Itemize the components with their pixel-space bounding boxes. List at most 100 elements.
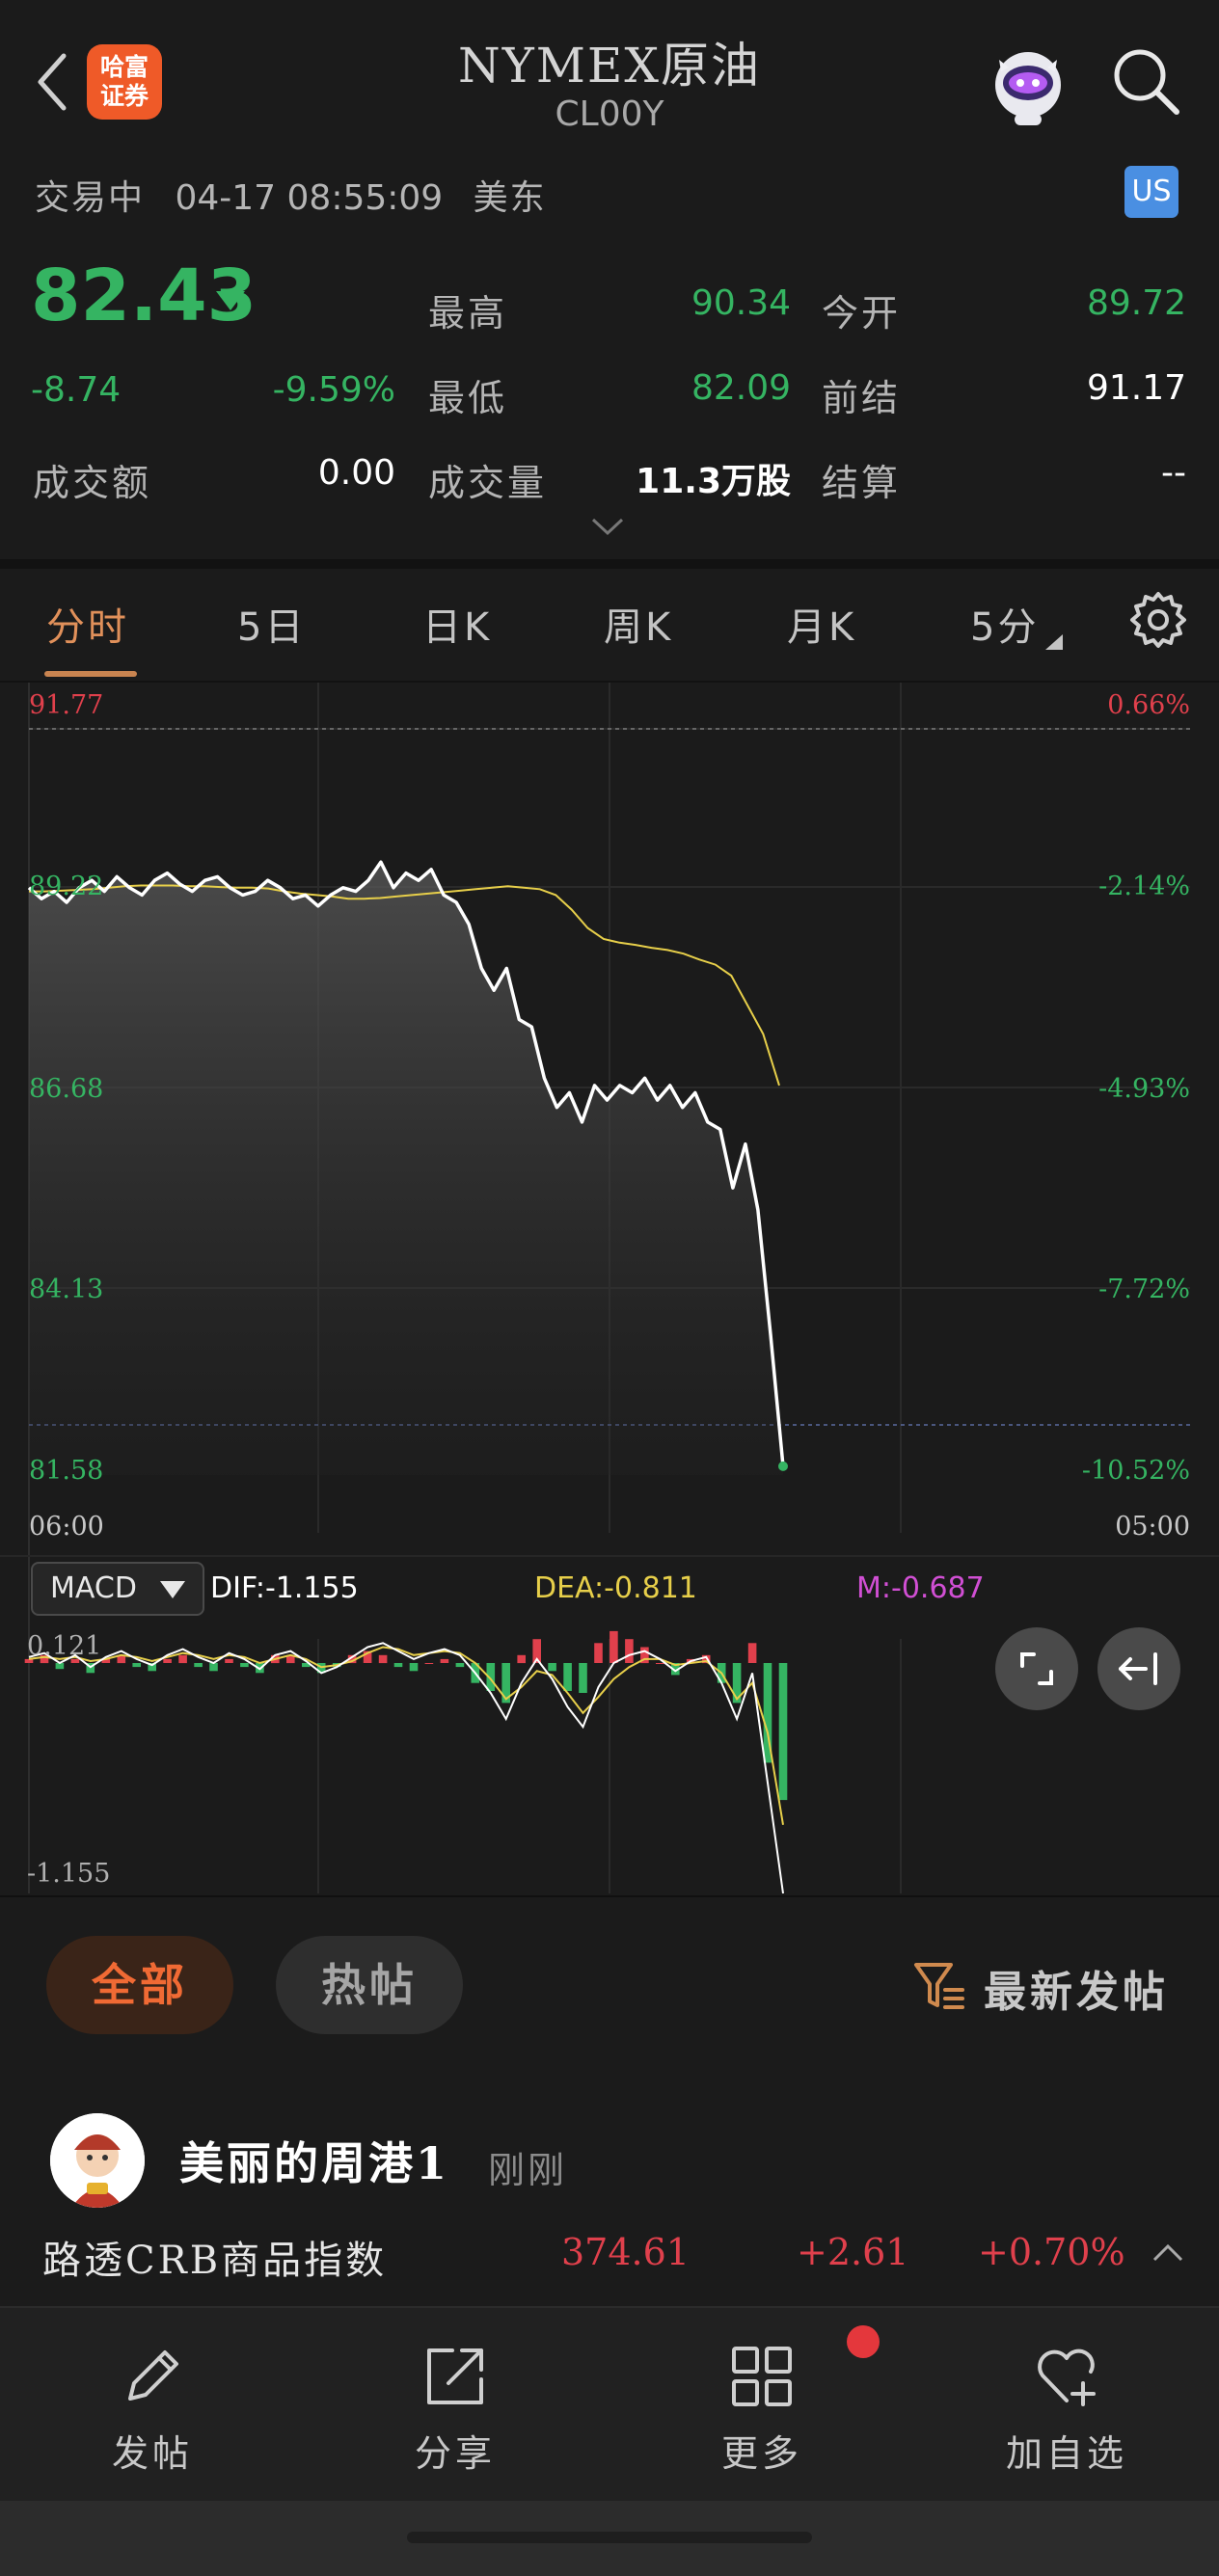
macd-bar xyxy=(393,1663,403,1668)
macd-bar xyxy=(671,1663,680,1676)
macd-bar xyxy=(24,1658,34,1663)
status-timezone: 美东 xyxy=(473,178,547,218)
share-icon xyxy=(427,2348,483,2404)
price-area xyxy=(29,862,783,1475)
settle-value: -- xyxy=(1161,453,1186,493)
macd-bar xyxy=(363,1650,372,1663)
tab-hot-posts[interactable]: 热帖 xyxy=(276,1936,463,2034)
y-tick-right: -7.72% xyxy=(1098,1275,1190,1304)
indicator-select[interactable]: MACD xyxy=(31,1562,204,1616)
ticker-change-pct: +0.70% xyxy=(978,2231,1125,2273)
macd-bar xyxy=(55,1663,65,1670)
home-indicator[interactable] xyxy=(407,2532,812,2543)
avatar-image xyxy=(50,2113,145,2208)
watchlist-label: 加自选 xyxy=(1005,2432,1127,2475)
status-datetime: 04-17 08:55:09 xyxy=(175,178,444,218)
low-value: 82.09 xyxy=(691,368,791,408)
macd-bar xyxy=(424,1663,434,1664)
low-label: 最低 xyxy=(428,377,508,419)
assistant-robot-icon[interactable] xyxy=(982,39,1074,131)
macd-bar xyxy=(409,1663,419,1672)
settle-label: 结算 xyxy=(822,462,902,504)
macd-bar xyxy=(501,1663,510,1704)
dea-line xyxy=(28,1646,784,1825)
page-title: NYMEX原油 xyxy=(457,38,762,94)
macd-bar xyxy=(517,1654,526,1664)
macd-bar xyxy=(240,1663,249,1668)
macd-bar xyxy=(194,1663,203,1668)
x-tick-end: 05:00 xyxy=(1115,1512,1190,1542)
macd-bar xyxy=(440,1658,449,1663)
macd-bar xyxy=(532,1639,541,1663)
price-line xyxy=(27,860,785,1467)
post-time: 刚刚 xyxy=(488,2149,568,2191)
open-value: 89.72 xyxy=(1086,283,1186,323)
share-button[interactable]: 分享 xyxy=(359,2306,552,2501)
tab-monthly-k[interactable]: 月K xyxy=(787,605,857,650)
macd-y-bottom: -1.155 xyxy=(27,1859,111,1889)
macd-bar xyxy=(563,1663,572,1691)
share-label: 分享 xyxy=(414,2432,496,2475)
add-watchlist-button[interactable]: 加自选 xyxy=(970,2306,1163,2501)
collapse-panel-button[interactable] xyxy=(1097,1627,1180,1710)
macd-bar xyxy=(286,1654,295,1664)
status-text: 交易中 xyxy=(35,178,146,218)
avatar[interactable] xyxy=(50,2113,145,2208)
tab-weekly-k[interactable]: 周K xyxy=(604,605,674,650)
gear-icon[interactable] xyxy=(1128,590,1188,650)
post-label: 发帖 xyxy=(111,2432,193,2475)
macd-bar xyxy=(101,1658,111,1663)
post-button[interactable]: 发帖 xyxy=(56,2306,249,2501)
macd-bar xyxy=(455,1663,465,1668)
search-icon[interactable] xyxy=(1107,42,1184,120)
tab-5day[interactable]: 5日 xyxy=(237,605,307,650)
macd-bar xyxy=(148,1663,156,1672)
y-tick-right: -2.14% xyxy=(1098,872,1190,901)
macd-bar xyxy=(594,1643,603,1663)
more-label: 更多 xyxy=(720,2432,802,2475)
expand-chevron-icon[interactable] xyxy=(590,515,625,538)
tab-daily-k[interactable]: 日K xyxy=(422,605,493,650)
ticker-name: 路透CRB商品指数 xyxy=(42,2239,388,2283)
high-label: 最高 xyxy=(428,292,508,335)
sort-latest[interactable]: 最新发帖 xyxy=(984,1968,1169,2017)
price-change: -8.74 xyxy=(31,370,122,410)
macd-bar xyxy=(40,1654,49,1664)
macd-bar xyxy=(347,1654,357,1664)
indicator-label: MACD xyxy=(50,1571,137,1605)
ticker-value: 374.61 xyxy=(561,2231,690,2273)
x-tick-start: 06:00 xyxy=(29,1512,104,1542)
macd-bar xyxy=(132,1663,141,1668)
fullscreen-icon xyxy=(1020,1652,1053,1685)
fullscreen-button[interactable] xyxy=(995,1627,1078,1710)
price-change-pct: -9.59% xyxy=(272,370,395,410)
volume-label: 成交量 xyxy=(428,462,548,504)
macd-bar xyxy=(656,1663,664,1664)
back-icon[interactable] xyxy=(29,48,77,116)
y-tick-left: 84.13 xyxy=(29,1275,104,1304)
macd-bar xyxy=(486,1663,496,1691)
chevron-up-icon[interactable] xyxy=(1151,2241,1184,2264)
ticker-change: +2.61 xyxy=(797,2231,909,2273)
intraday-chart[interactable] xyxy=(0,683,1219,1897)
macd-bar xyxy=(378,1654,388,1664)
macd-bar xyxy=(625,1639,634,1663)
macd-bar xyxy=(778,1663,788,1801)
macd-bar xyxy=(610,1630,618,1663)
last-price-dot xyxy=(778,1461,788,1471)
broker-logo: 哈富 证券 xyxy=(87,44,162,120)
tab-5min[interactable]: 5分 xyxy=(970,605,1040,650)
filter-icon[interactable] xyxy=(912,1959,966,2013)
post-username[interactable]: 美丽的周港1 xyxy=(179,2137,450,2189)
macd-bar xyxy=(747,1643,757,1663)
tab-all-posts[interactable]: 全部 xyxy=(46,1936,233,2034)
macd-bar xyxy=(548,1663,556,1672)
y-tick-right: -10.52% xyxy=(1081,1456,1190,1486)
more-button[interactable]: 更多 xyxy=(665,2306,858,2501)
related-ticker-bar[interactable] xyxy=(0,2208,1219,2306)
tab-intraday[interactable]: 分时 xyxy=(46,605,129,650)
heart-plus-icon xyxy=(1038,2348,1096,2406)
symbol-code: CL00Y xyxy=(555,94,664,134)
turnover-label: 成交额 xyxy=(33,462,152,504)
dropdown-triangle-icon[interactable] xyxy=(1043,634,1063,650)
